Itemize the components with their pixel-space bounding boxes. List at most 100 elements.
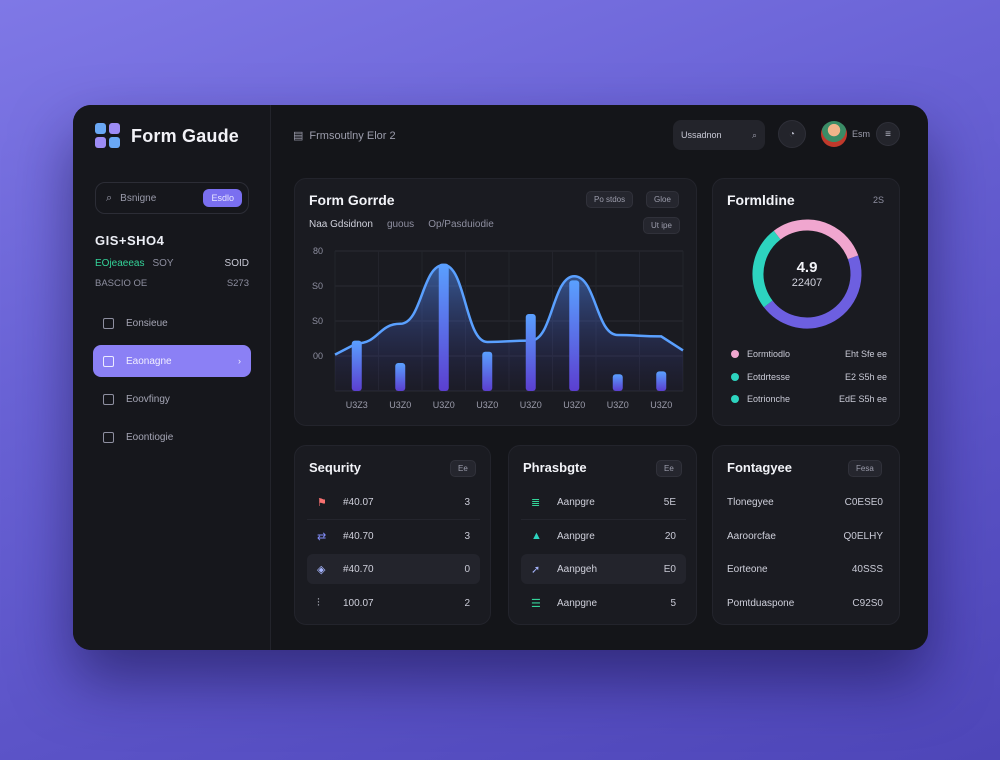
donut-chart — [744, 211, 870, 337]
stat-sub-row: BASCIO OE S273 — [95, 278, 249, 289]
x-tick-label: U3Z0 — [607, 400, 629, 410]
sidebar-item-label: Eaonagne — [126, 355, 172, 367]
row-label: #40.70 — [343, 530, 374, 542]
chart-bar[interactable] — [351, 340, 362, 391]
fontage-card: Fontagyee Fesa Tlonegyee C0ESE0 Aaroorcf… — [712, 445, 900, 625]
chart-bar[interactable] — [656, 371, 667, 391]
row-label: Eorteone — [727, 563, 768, 575]
row-value: 3 — [464, 496, 470, 508]
list-item[interactable]: Pomtduaspone C92S0 — [717, 588, 893, 618]
avatar[interactable] — [821, 121, 847, 147]
sidebar-item-2[interactable]: Eoovfingy — [93, 383, 251, 415]
chart-close-button[interactable]: Gloe — [646, 191, 679, 208]
list-item[interactable]: ➚ Aanpgeh E0 — [521, 554, 686, 584]
sidebar-item-1[interactable]: Eaonagne › — [93, 345, 251, 377]
x-tick-label: U3Z0 — [650, 400, 672, 410]
stat-mid: SOY — [152, 258, 174, 269]
row-label: Pomtduaspone — [727, 597, 795, 609]
user-name[interactable]: Esm — [852, 129, 870, 139]
row-value: E0 — [663, 563, 676, 575]
menu-button[interactable]: ≡ — [876, 122, 900, 146]
square-icon — [103, 431, 114, 443]
donut-center-value: 4.9 — [796, 259, 818, 276]
x-tick-label: U3Z0 — [433, 400, 455, 410]
phrase-title: Phrasbgte — [523, 460, 587, 475]
breadcrumb-label: Frmsoutlny Elor 2 — [309, 130, 396, 142]
row-value: C92S0 — [852, 597, 883, 609]
donut-title: Formldine — [727, 192, 795, 208]
list-item[interactable]: ⚑ #40.07 3 — [307, 487, 480, 517]
sidebar-item-3[interactable]: Eoontiogie — [93, 421, 251, 453]
list-item[interactable]: ≣ Aanpgre 5E — [521, 487, 686, 517]
fontage-pill[interactable]: Fesa — [848, 460, 882, 477]
legend-value: E2 S5h ee — [844, 372, 887, 382]
chart-bar[interactable] — [569, 280, 580, 391]
y-tick-label: 80 — [313, 246, 323, 256]
sidebar-item-label: Eonsieue — [126, 317, 168, 329]
row-value: 5E — [663, 496, 676, 508]
app-title: Form Gaude — [131, 125, 240, 146]
row-value: 0 — [464, 563, 470, 575]
list-item[interactable]: Aaroorcfae Q0ELHY — [717, 521, 893, 551]
top-search-input[interactable]: Ussadnon — [681, 130, 722, 140]
chart-filter-button[interactable]: Po stdos — [586, 191, 634, 208]
x-tick-label: U3Z0 — [520, 400, 542, 410]
list-item[interactable]: Tlonegyee C0ESE0 — [717, 487, 893, 517]
chart-bar[interactable] — [395, 363, 406, 391]
stat-row: EOjeaeeas SOY SOID — [95, 258, 249, 269]
list-item[interactable]: ☰ Aanpgne 5 — [521, 588, 686, 618]
sidebar-search[interactable]: ⌕ Bsnigne Esdlo — [95, 182, 249, 214]
phrase-pill[interactable]: Ee — [656, 460, 682, 477]
top-search[interactable]: Ussadnon ⌕ — [673, 120, 765, 150]
legend-value: EdE S5h ee — [838, 394, 887, 404]
row-label: Aanpgre — [557, 496, 595, 508]
y-tick-label: 00 — [313, 351, 323, 361]
sidebar-item-label: Eoontiogie — [126, 431, 174, 443]
y-tick-label: S0 — [312, 316, 323, 326]
chart-bar[interactable] — [525, 314, 536, 391]
list-item[interactable]: ⇄ #40.70 3 — [307, 521, 480, 551]
donut-legend-item: Eormtiodlo Eht Sfe ee — [731, 349, 887, 359]
chart-bar[interactable] — [438, 263, 449, 391]
chart-card: Form Gorrde Po stdos Gloe Naa Gdsidnon g… — [294, 178, 697, 426]
stat-sub-right: S273 — [226, 278, 249, 289]
sidebar: Form Gaude ⌕ Bsnigne Esdlo GIS+SHO4 EOje… — [73, 105, 271, 650]
sidebar-search-button[interactable]: Esdlo — [203, 189, 242, 207]
legend-item: Op/Pasduiodie — [428, 219, 494, 230]
logo[interactable]: Form Gaude — [95, 123, 239, 149]
sidebar-item-0[interactable]: Eonsieue — [93, 307, 251, 339]
chart-bar[interactable] — [612, 374, 623, 391]
menu-icon: ≡ — [885, 128, 891, 140]
row-label: Aanpgeh — [557, 563, 598, 575]
donut-segment[interactable] — [744, 211, 870, 337]
folder-icon: ▤ — [293, 130, 304, 142]
chart-type-button[interactable]: Ut ipe — [643, 217, 680, 234]
stat-title: GIS+SHO4 — [95, 233, 165, 248]
x-tick-label: U3Z0 — [389, 400, 411, 410]
list-item[interactable]: ⫶ 100.07 2 — [307, 588, 480, 618]
x-tick-label: U3Z3 — [346, 400, 368, 410]
stat-sub-left: BASCIO OE — [95, 278, 148, 289]
row-value: Q0ELHY — [843, 530, 883, 542]
donut-segment[interactable] — [744, 211, 870, 337]
list-item[interactable]: Eorteone 40SSS — [717, 554, 893, 584]
legend-value: Eht Sfe ee — [844, 349, 887, 359]
bell-button[interactable]: ◔ — [778, 120, 806, 148]
square-icon — [103, 355, 114, 367]
dot-icon — [731, 373, 739, 381]
security-pill[interactable]: Ee — [450, 460, 476, 477]
breadcrumb[interactable]: ▤ Frmsoutlny Elor 2 — [293, 129, 396, 142]
chevron-right-icon: › — [238, 356, 241, 366]
chart-bar[interactable] — [482, 351, 493, 391]
list-item[interactable]: ▲ Aanpgre 20 — [521, 521, 686, 551]
square-icon — [103, 317, 114, 329]
bell-icon: ◔ — [788, 128, 796, 140]
sidebar-search-input[interactable]: Bsnigne — [120, 192, 157, 204]
row-label: 100.07 — [343, 597, 374, 609]
list-item[interactable]: ◈ #40.70 0 — [307, 554, 480, 584]
row-value: 20 — [664, 530, 676, 542]
legend-label: Eormtiodlo — [747, 349, 791, 359]
legend-label: Eotdrtesse — [747, 372, 791, 382]
row-value: 40SSS — [851, 563, 883, 575]
y-tick-label: S0 — [312, 281, 323, 291]
